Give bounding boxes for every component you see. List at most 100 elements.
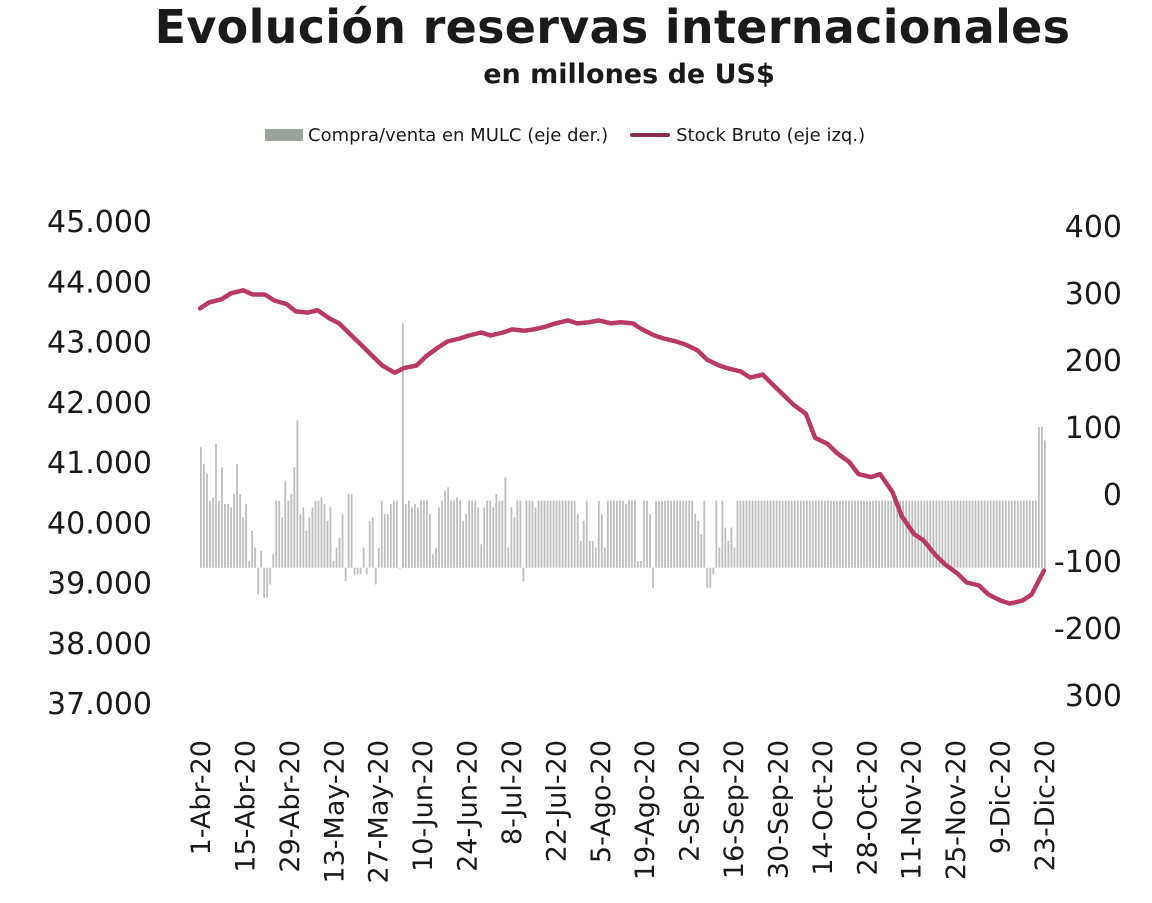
mulc-bar bbox=[1001, 500, 1004, 568]
mulc-bar bbox=[974, 500, 977, 568]
mulc-bar bbox=[597, 500, 600, 568]
mulc-bar bbox=[989, 500, 992, 568]
mulc-bar bbox=[540, 500, 543, 568]
mulc-bar bbox=[902, 500, 905, 568]
mulc-bar bbox=[483, 507, 486, 568]
mulc-bar bbox=[836, 500, 838, 568]
right-tick-label: -100 bbox=[1054, 545, 1122, 580]
mulc-bar bbox=[350, 494, 353, 568]
mulc-bar bbox=[341, 514, 344, 568]
mulc-bar bbox=[887, 500, 890, 568]
left-tick-label: 41.000 bbox=[47, 446, 152, 481]
mulc-bar bbox=[854, 500, 856, 568]
mulc-bar bbox=[543, 500, 546, 568]
mulc-bar bbox=[606, 500, 609, 568]
mulc-bar bbox=[769, 500, 772, 568]
mulc-bar bbox=[299, 514, 302, 568]
mulc-bar bbox=[727, 540, 730, 568]
mulc-bar bbox=[694, 514, 697, 568]
x-tick-label: 22-Jul-20 bbox=[541, 740, 572, 862]
mulc-bar bbox=[983, 500, 986, 568]
mulc-bar bbox=[459, 500, 462, 568]
mulc-bar bbox=[775, 500, 778, 568]
mulc-bar bbox=[368, 520, 371, 568]
mulc-bar bbox=[643, 500, 645, 568]
mulc-bar bbox=[959, 500, 962, 568]
mulc-bar bbox=[465, 514, 468, 568]
x-tick-label: 30-Sep-20 bbox=[764, 740, 795, 879]
mulc-bar bbox=[784, 500, 787, 568]
mulc-bar bbox=[335, 547, 338, 568]
mulc-bar bbox=[733, 547, 736, 568]
mulc-bar bbox=[953, 500, 956, 568]
mulc-bar bbox=[748, 500, 751, 568]
mulc-bar bbox=[817, 500, 820, 568]
mulc-bar bbox=[857, 500, 859, 568]
mulc-bar bbox=[317, 500, 320, 568]
mulc-bar bbox=[311, 507, 314, 568]
mulc-bar bbox=[272, 554, 275, 568]
stock-bruto-line bbox=[197, 288, 1047, 606]
x-tick-label: 23-Dic-20 bbox=[1030, 740, 1061, 871]
mulc-bar bbox=[450, 500, 452, 568]
mulc-bar bbox=[504, 477, 507, 568]
mulc-bar bbox=[612, 500, 615, 568]
mulc-bar bbox=[851, 500, 853, 568]
mulc-bar bbox=[398, 567, 401, 569]
mulc-bar bbox=[401, 323, 404, 568]
mulc-bar bbox=[426, 500, 428, 568]
mulc-bar bbox=[685, 500, 688, 568]
mulc-bar bbox=[278, 500, 281, 568]
mulc-bar bbox=[570, 500, 573, 568]
mulc-bar bbox=[609, 500, 612, 568]
mulc-bar bbox=[377, 547, 380, 568]
mulc-bar bbox=[920, 500, 923, 568]
mulc-bar bbox=[724, 527, 727, 568]
mulc-bar bbox=[438, 507, 440, 568]
mulc-bar bbox=[582, 520, 585, 568]
mulc-bar bbox=[793, 500, 796, 568]
mulc-bar bbox=[269, 567, 272, 585]
mulc-bar bbox=[552, 500, 555, 568]
mulc-bar bbox=[1019, 500, 1022, 568]
mulc-bar bbox=[697, 520, 700, 568]
mulc-bar bbox=[682, 500, 685, 568]
mulc-bar bbox=[215, 443, 217, 568]
x-tick-label: 1-Abr-20 bbox=[186, 740, 217, 855]
mulc-bar bbox=[673, 500, 676, 568]
mulc-bar bbox=[893, 500, 896, 568]
mulc-bar bbox=[833, 500, 835, 568]
mulc-bar bbox=[404, 504, 407, 568]
mulc-bar bbox=[829, 500, 832, 568]
mulc-bar bbox=[462, 520, 465, 568]
mulc-bar bbox=[236, 463, 238, 568]
mulc-bar bbox=[658, 500, 660, 568]
mulc-bar bbox=[567, 500, 570, 568]
mulc-bar bbox=[763, 500, 766, 568]
right-tick-label: -200 bbox=[1054, 612, 1122, 647]
mulc-bar bbox=[998, 500, 1001, 568]
mulc-bar bbox=[941, 500, 944, 568]
mulc-bar bbox=[525, 500, 528, 568]
mulc-bar bbox=[203, 463, 205, 568]
mulc-bar bbox=[362, 547, 365, 568]
chart-title: Evolución reservas internacionales bbox=[154, 0, 1071, 54]
mulc-bar bbox=[281, 517, 284, 568]
mulc-bar bbox=[579, 540, 582, 568]
mulc-bar bbox=[320, 497, 323, 568]
mulc-bar bbox=[395, 500, 398, 568]
x-tick-label: 25-Nov-20 bbox=[941, 740, 972, 880]
mulc-bar bbox=[456, 497, 459, 568]
mulc-bar bbox=[519, 500, 522, 568]
mulc-bar bbox=[926, 500, 929, 568]
mulc-bar bbox=[516, 500, 519, 568]
x-axis: 1-Abr-20 15-Abr-20 29-Abr-20 13-May-20 27-Ma… bbox=[186, 740, 1061, 884]
mulc-bar bbox=[905, 500, 908, 568]
mulc-bar bbox=[221, 467, 223, 568]
mulc-bar bbox=[227, 504, 229, 568]
mulc-bar bbox=[872, 500, 874, 568]
mulc-bar bbox=[757, 500, 760, 568]
mulc-bar bbox=[869, 500, 871, 568]
mulc-bar bbox=[308, 517, 311, 568]
mulc-bar bbox=[878, 500, 881, 568]
